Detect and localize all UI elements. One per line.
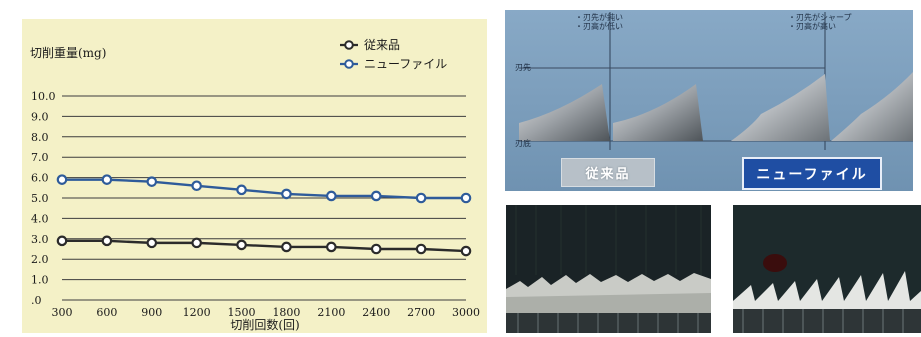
x-tick-label: 2700 xyxy=(407,306,435,319)
y-tick-label: 1.0 xyxy=(31,274,49,287)
series-line xyxy=(62,239,467,253)
data-point xyxy=(146,176,158,187)
y-tick-label: 3.0 xyxy=(31,233,49,246)
newfile-tooth-2 xyxy=(831,72,913,141)
data-point xyxy=(56,174,68,185)
data-point xyxy=(281,188,292,200)
y-tick-label: 4.0 xyxy=(31,212,49,225)
x-tick-label: 3000 xyxy=(452,306,480,319)
y-axis-label: 切削重量(mg) xyxy=(30,46,106,60)
x-axis-label: 切削回数(回) xyxy=(230,317,299,332)
data-point xyxy=(101,235,113,247)
label-edge-tip: 刃先 xyxy=(515,63,531,72)
edge-comparison-diagram: ・刃先が鈍い ・刃高が低い ・刃先がシャープ ・刃高が高い 刃先 刃底 従来品 … xyxy=(505,10,913,191)
data-point xyxy=(191,237,202,249)
legend-swatch-marker xyxy=(344,40,354,50)
y-tick-label: 6.0 xyxy=(31,172,49,185)
x-tick-label: 600 xyxy=(96,306,117,319)
data-point xyxy=(191,180,202,192)
newfile-product-label: ニューファイル xyxy=(742,157,882,190)
data-point xyxy=(146,237,158,249)
y-tick-label: 7.0 xyxy=(31,151,49,164)
data-point xyxy=(101,174,113,185)
data-point xyxy=(415,243,427,255)
data-point xyxy=(370,190,382,202)
data-point xyxy=(281,241,292,253)
conventional-file-image xyxy=(506,205,711,333)
line-chart: 切削重量(mg) 切削回数(回) .0 1.0 2.0 3.0 4.0 5.0 6.0 7.0… xyxy=(30,38,480,332)
y-tick-label: 5.0 xyxy=(31,192,49,205)
x-tick-label: 1500 xyxy=(228,306,256,319)
data-point xyxy=(326,241,337,253)
data-point xyxy=(415,192,427,204)
legend-swatch-marker xyxy=(344,59,354,69)
series-line xyxy=(62,178,466,200)
y-tick-label: 8.0 xyxy=(31,131,49,144)
data-point xyxy=(370,243,382,255)
data-point xyxy=(236,184,247,196)
x-tick-label: 1200 xyxy=(183,306,211,319)
y-tick-label: .0 xyxy=(31,294,42,307)
x-tick-label: 2100 xyxy=(317,306,345,319)
conventional-product-label: 従来品 xyxy=(561,158,655,187)
newfile-photo xyxy=(733,205,921,333)
diagram-note-left: ・刃先が鈍い ・刃高が低い xyxy=(575,13,623,31)
conventional-file-photo xyxy=(506,205,711,333)
y-tick-label: 2.0 xyxy=(31,253,49,266)
data-point xyxy=(460,245,472,257)
newfile-image xyxy=(733,205,921,333)
x-tick-label: 900 xyxy=(141,306,162,319)
legend-label: 従来品 xyxy=(364,38,400,52)
edge-profile-graphic xyxy=(519,12,913,150)
x-tick-label: 1800 xyxy=(272,306,300,319)
x-tick-label: 300 xyxy=(52,306,73,319)
data-point xyxy=(236,239,247,251)
legend-label: ニューファイル xyxy=(364,57,447,71)
label-edge-bottom: 刃底 xyxy=(515,139,531,148)
data-point xyxy=(460,192,472,204)
chart-panel: 切削重量(mg) 切削回数(回) .0 1.0 2.0 3.0 4.0 5.0 6.0 7.0… xyxy=(22,19,487,333)
conventional-tooth-1 xyxy=(519,84,610,141)
x-tick-label: 2400 xyxy=(362,306,390,319)
newfile-tooth-1 xyxy=(731,74,830,141)
conventional-tooth-2 xyxy=(613,84,703,141)
data-point xyxy=(56,235,68,247)
data-point xyxy=(326,190,337,202)
diagram-note-right: ・刃先がシャープ ・刃高が高い xyxy=(788,13,852,31)
y-tick-label: 9.0 xyxy=(31,110,49,123)
y-tick-label: 10.0 xyxy=(31,90,56,103)
